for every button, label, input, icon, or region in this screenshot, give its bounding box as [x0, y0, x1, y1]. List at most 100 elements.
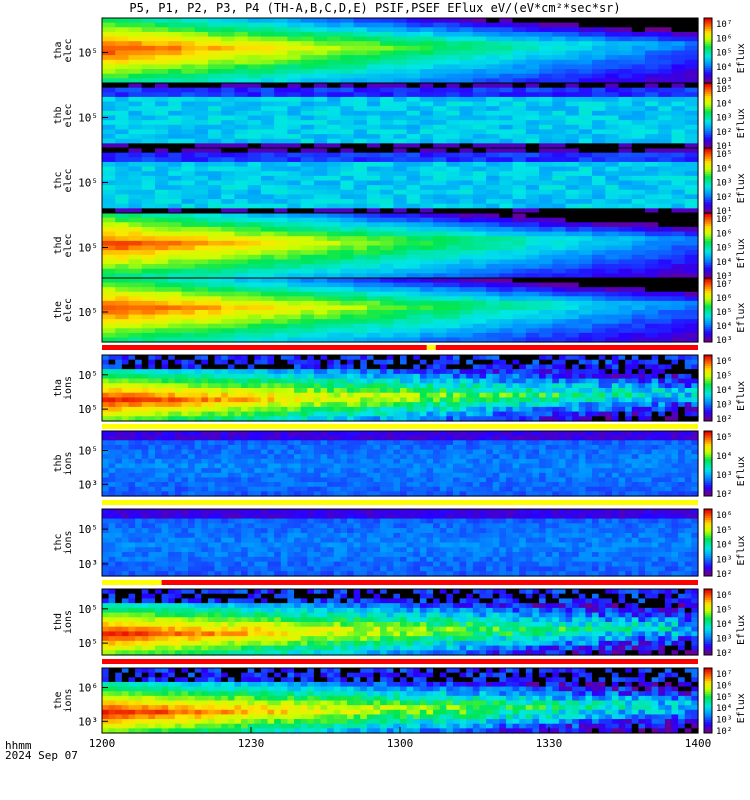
- heatmap-cell: [658, 240, 673, 247]
- heatmap-cell: [168, 83, 183, 89]
- heatmap-cell: [148, 359, 156, 366]
- heatmap-cell: [552, 319, 567, 325]
- heatmap-cell: [446, 378, 454, 384]
- heatmap-cell: [207, 157, 222, 163]
- heatmap-cell: [313, 310, 328, 316]
- heatmap-cell: [552, 69, 567, 75]
- heatmap-cell: [287, 328, 302, 334]
- heatmap-cell: [512, 373, 520, 380]
- heatmap-cell: [631, 203, 646, 209]
- heatmap-cell: [406, 328, 421, 334]
- heatmap-cell: [486, 18, 500, 24]
- heatmap-cell: [565, 364, 573, 370]
- heatmap-cell: [221, 458, 229, 465]
- heatmap-cell: [102, 129, 116, 135]
- heatmap-cell: [168, 328, 183, 334]
- heatmap-cell: [439, 383, 447, 389]
- heatmap-cell: [287, 323, 302, 329]
- heatmap-cell: [486, 245, 500, 251]
- heatmap-cell: [572, 373, 580, 380]
- heatmap-cell: [645, 282, 659, 288]
- heatmap-cell: [141, 369, 149, 375]
- heatmap-cell: [300, 364, 308, 370]
- heatmap-cell: [578, 323, 593, 329]
- heatmap-cell: [413, 383, 421, 389]
- heatmap-cell: [247, 110, 262, 117]
- heatmap-cell: [380, 236, 394, 242]
- heatmap-cell: [221, 392, 229, 399]
- heatmap-cell: [638, 392, 646, 399]
- heatmap-cell: [340, 416, 348, 422]
- heatmap-cell: [406, 208, 421, 214]
- heatmap-cell: [102, 64, 116, 70]
- heatmap-cell: [439, 411, 447, 417]
- heatmap-cell: [539, 189, 553, 196]
- colorbar-label: Eflux: [736, 238, 747, 268]
- heatmap-cell: [486, 134, 500, 140]
- heatmap-cell: [340, 110, 355, 117]
- heatmap-cell: [539, 245, 553, 251]
- heatmap-cell: [618, 245, 633, 251]
- heatmap-cell: [181, 22, 196, 28]
- heatmap-cell: [658, 217, 673, 223]
- heatmap-cell: [472, 134, 487, 140]
- heatmap-cell: [393, 83, 408, 89]
- heatmap-cell: [380, 78, 394, 84]
- heatmap-cell: [128, 310, 143, 316]
- heatmap-cell: [499, 259, 514, 265]
- heatmap-cell: [658, 45, 673, 52]
- heatmap-cell: [207, 92, 222, 98]
- heatmap-cell: [486, 378, 494, 384]
- heatmap-cell: [578, 73, 593, 79]
- heatmap-cell: [486, 305, 500, 311]
- heatmap-cell: [168, 402, 176, 408]
- heatmap-cell: [154, 482, 163, 488]
- heatmap-cell: [525, 143, 540, 149]
- heatmap-cell: [128, 134, 143, 140]
- heatmap-cell: [393, 22, 408, 28]
- heatmap-cell: [406, 175, 421, 182]
- heatmap-cell: [274, 388, 282, 394]
- heatmap-cell: [684, 157, 699, 163]
- heatmap-cell: [280, 355, 289, 361]
- heatmap-cell: [194, 254, 209, 261]
- heatmap-cell: [578, 124, 593, 131]
- heatmap-cell: [221, 369, 229, 375]
- heatmap-cell: [260, 369, 269, 375]
- heatmap-cell: [578, 337, 593, 343]
- heatmap-cell: [313, 287, 328, 293]
- heatmap-cell: [141, 22, 156, 28]
- heatmap-cell: [645, 369, 653, 375]
- heatmap-cell: [472, 264, 487, 270]
- heatmap-cell: [505, 392, 514, 399]
- heatmap-cell: [678, 355, 686, 361]
- heatmap-cell: [327, 171, 341, 177]
- heatmap-cell: [393, 416, 401, 422]
- colorbar-step: [704, 174, 712, 177]
- heatmap-cell: [380, 383, 388, 389]
- heatmap-cell: [227, 369, 236, 375]
- heatmap-cell: [207, 416, 216, 422]
- heatmap-cell: [380, 31, 394, 38]
- heatmap-cell: [433, 222, 447, 228]
- heatmap-cell: [539, 300, 553, 307]
- heatmap-cell: [684, 328, 699, 334]
- colorbar-step: [704, 267, 712, 270]
- heatmap-cell: [684, 264, 699, 270]
- heatmap-cell: [313, 355, 322, 361]
- heatmap-cell: [558, 388, 567, 394]
- heatmap-cell: [347, 411, 355, 417]
- heatmap-cell: [625, 406, 633, 413]
- heatmap-cell: [128, 175, 143, 182]
- heatmap-cell: [294, 359, 302, 366]
- heatmap-cell: [287, 148, 302, 154]
- heatmap-cell: [684, 310, 699, 316]
- heatmap-cell: [426, 378, 434, 384]
- heatmap-cell: [221, 143, 236, 149]
- heatmap-cell: [366, 69, 381, 75]
- heatmap-cell: [486, 143, 500, 149]
- heatmap-cell: [274, 411, 282, 417]
- heatmap-cell: [684, 166, 699, 172]
- heatmap-cell: [260, 287, 275, 293]
- heatmap-cell: [260, 129, 275, 135]
